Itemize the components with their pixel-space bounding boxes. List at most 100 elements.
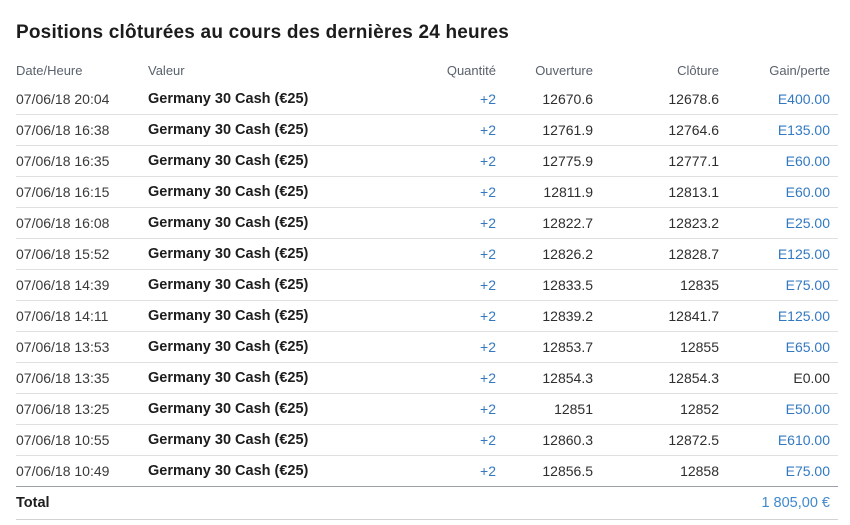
- table-row: 07/06/18 16:08 Germany 30 Cash (€25) +2 …: [16, 207, 838, 239]
- table-row: 07/06/18 10:49 Germany 30 Cash (€25) +2 …: [16, 455, 838, 487]
- cell-valeur: Germany 30 Cash (€25): [148, 362, 348, 394]
- cell-gain-perte: E125.00: [719, 300, 838, 332]
- column-header-quantite: Quantité: [446, 63, 496, 78]
- cell-cloture: 12854.3: [593, 362, 719, 394]
- cell-quantite: +2: [348, 114, 496, 146]
- table-row: 07/06/18 14:39 Germany 30 Cash (€25) +2 …: [16, 269, 838, 301]
- cell-date-heure: 07/06/18 15:52: [16, 238, 148, 270]
- cell-cloture: 12764.6: [593, 114, 719, 146]
- column-header-date-heure: Date/Heure: [16, 63, 83, 78]
- cell-gain-perte: E75.00: [719, 269, 838, 301]
- cell-gain-perte: E65.00: [719, 331, 838, 363]
- cell-quantite: +2: [480, 91, 496, 107]
- cell-quantite: +2: [348, 207, 496, 239]
- cell-quantite: +2: [348, 424, 496, 456]
- cell-valeur: Germany 30 Cash (€25): [148, 114, 348, 146]
- table-row: 07/06/18 13:53 Germany 30 Cash (€25) +2 …: [16, 331, 838, 363]
- cell-ouverture: 12775.9: [496, 145, 593, 177]
- cell-ouverture: 12854.3: [496, 362, 593, 394]
- cell-date-heure: 07/06/18 14:39: [16, 269, 148, 301]
- total-value: 1 805,00 €: [148, 486, 838, 520]
- cell-quantite: +2: [348, 362, 496, 394]
- cell-date-heure: 07/06/18 10:55: [16, 424, 148, 456]
- cell-cloture: 12858: [593, 455, 719, 487]
- cell-quantite: +2: [348, 455, 496, 487]
- cell-valeur: Germany 30 Cash (€25): [148, 145, 348, 177]
- cell-quantite: +2: [348, 145, 496, 177]
- table-row: 07/06/18 14:11 Germany 30 Cash (€25) +2 …: [16, 300, 838, 332]
- total-label: Total: [16, 486, 148, 520]
- cell-date-heure: 07/06/18 10:49: [16, 455, 148, 487]
- cell-valeur: Germany 30 Cash (€25): [148, 91, 309, 107]
- cell-ouverture: 12826.2: [496, 238, 593, 270]
- cell-gain-perte: E50.00: [719, 393, 838, 425]
- cell-quantite: +2: [348, 176, 496, 208]
- cell-date-heure: 07/06/18 13:53: [16, 331, 148, 363]
- closed-positions-table: Date/Heure Valeur Quantité Ouverture Clô…: [16, 57, 838, 520]
- cell-quantite: +2: [348, 331, 496, 363]
- table-row: 07/06/18 20:04 Germany 30 Cash (€25) +2 …: [16, 84, 838, 115]
- cell-ouverture: 12851: [496, 393, 593, 425]
- cell-valeur: Germany 30 Cash (€25): [148, 331, 348, 363]
- cell-quantite: +2: [348, 269, 496, 301]
- cell-valeur: Germany 30 Cash (€25): [148, 176, 348, 208]
- cell-gain-perte: E0.00: [719, 362, 838, 394]
- cell-cloture: 12841.7: [593, 300, 719, 332]
- cell-valeur: Germany 30 Cash (€25): [148, 455, 348, 487]
- cell-cloture: 12828.7: [593, 238, 719, 270]
- cell-date-heure: 07/06/18 14:11: [16, 300, 148, 332]
- cell-gain-perte: E75.00: [719, 455, 838, 487]
- table-row: 07/06/18 16:15 Germany 30 Cash (€25) +2 …: [16, 176, 838, 208]
- column-header-ouverture: Ouverture: [535, 63, 593, 78]
- cell-ouverture: 12839.2: [496, 300, 593, 332]
- page-title: Positions clôturées au cours des dernièr…: [16, 22, 509, 43]
- column-header-valeur: Valeur: [148, 63, 185, 78]
- cell-valeur: Germany 30 Cash (€25): [148, 424, 348, 456]
- cell-gain-perte: E610.00: [719, 424, 838, 456]
- table-row: 07/06/18 13:25 Germany 30 Cash (€25) +2 …: [16, 393, 838, 425]
- cell-cloture: 12777.1: [593, 145, 719, 177]
- cell-cloture: 12835: [593, 269, 719, 301]
- cell-ouverture: 12761.9: [496, 114, 593, 146]
- cell-valeur: Germany 30 Cash (€25): [148, 300, 348, 332]
- cell-ouverture: 12670.6: [542, 91, 593, 107]
- cell-cloture: 12823.2: [593, 207, 719, 239]
- cell-cloture: 12852: [593, 393, 719, 425]
- column-header-cloture: Clôture: [677, 63, 719, 78]
- cell-date-heure: 07/06/18 20:04: [16, 91, 110, 107]
- cell-ouverture: 12811.9: [496, 176, 593, 208]
- cell-valeur: Germany 30 Cash (€25): [148, 238, 348, 270]
- cell-gain-perte: E60.00: [719, 176, 838, 208]
- table-row: 07/06/18 15:52 Germany 30 Cash (€25) +2 …: [16, 238, 838, 270]
- cell-date-heure: 07/06/18 13:35: [16, 362, 148, 394]
- cell-date-heure: 07/06/18 13:25: [16, 393, 148, 425]
- cell-gain-perte: E135.00: [719, 114, 838, 146]
- cell-gain-perte: E125.00: [719, 238, 838, 270]
- table-row: 07/06/18 16:38 Germany 30 Cash (€25) +2 …: [16, 114, 838, 146]
- cell-ouverture: 12853.7: [496, 331, 593, 363]
- cell-valeur: Germany 30 Cash (€25): [148, 393, 348, 425]
- cell-gain-perte: E25.00: [719, 207, 838, 239]
- cell-gain-perte: E60.00: [719, 145, 838, 177]
- cell-cloture: 12813.1: [593, 176, 719, 208]
- cell-ouverture: 12856.5: [496, 455, 593, 487]
- cell-cloture: 12855: [593, 331, 719, 363]
- table-header-row: Date/Heure Valeur Quantité Ouverture Clô…: [16, 57, 838, 84]
- cell-ouverture: 12833.5: [496, 269, 593, 301]
- table-row: 07/06/18 10:55 Germany 30 Cash (€25) +2 …: [16, 424, 838, 456]
- cell-cloture: 12872.5: [593, 424, 719, 456]
- cell-date-heure: 07/06/18 16:15: [16, 176, 148, 208]
- table-row: 07/06/18 13:35 Germany 30 Cash (€25) +2 …: [16, 362, 838, 394]
- cell-date-heure: 07/06/18 16:08: [16, 207, 148, 239]
- table-row: 07/06/18 16:35 Germany 30 Cash (€25) +2 …: [16, 145, 838, 177]
- table-footer: Total 1 805,00 €: [16, 486, 838, 520]
- table-header: Date/Heure Valeur Quantité Ouverture Clô…: [16, 57, 838, 84]
- cell-valeur: Germany 30 Cash (€25): [148, 269, 348, 301]
- total-row: Total 1 805,00 €: [16, 486, 838, 520]
- cell-valeur: Germany 30 Cash (€25): [148, 207, 348, 239]
- table-body: 07/06/18 20:04 Germany 30 Cash (€25) +2 …: [16, 84, 838, 487]
- cell-ouverture: 12822.7: [496, 207, 593, 239]
- cell-cloture: 12678.6: [668, 91, 719, 107]
- cell-date-heure: 07/06/18 16:38: [16, 114, 148, 146]
